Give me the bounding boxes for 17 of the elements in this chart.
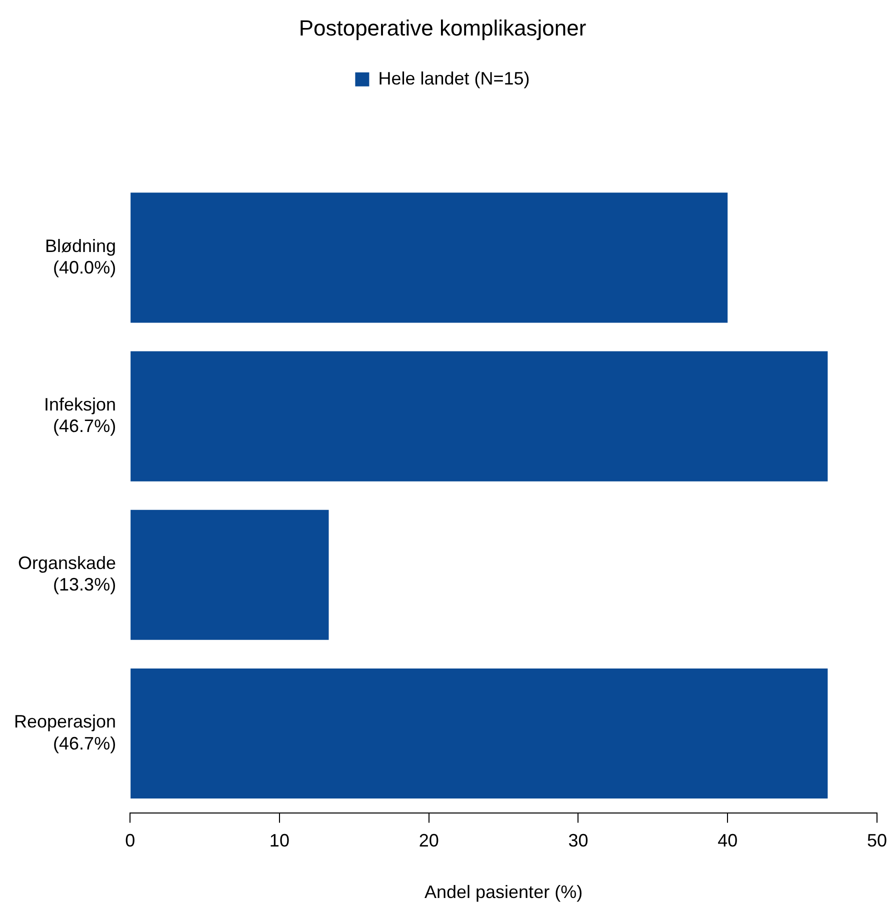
x-axis-title: Andel pasienter (%) bbox=[424, 882, 583, 902]
x-tick-label: 30 bbox=[568, 830, 588, 851]
x-tick-label: 10 bbox=[269, 830, 290, 851]
y-tick-label: Infeksjon (46.7%) bbox=[44, 394, 116, 436]
y-tick-label: Organskade (13.3%) bbox=[18, 553, 116, 595]
x-tick-label: 40 bbox=[718, 830, 738, 851]
x-tick-label: 20 bbox=[418, 830, 439, 851]
y-tick-label: Reoperasjon (46.7%) bbox=[14, 712, 116, 754]
y-tick-label: Blødning (40.0%) bbox=[45, 236, 116, 278]
legend-label: Hele landet (N=15) bbox=[378, 68, 530, 88]
x-tick-label: 50 bbox=[866, 830, 888, 851]
x-tick-label: 0 bbox=[125, 830, 136, 851]
bar bbox=[130, 192, 728, 323]
bar bbox=[130, 510, 329, 640]
chart-title: Postoperative komplikasjoner bbox=[298, 15, 586, 40]
bar bbox=[130, 668, 828, 799]
bar bbox=[130, 351, 828, 482]
